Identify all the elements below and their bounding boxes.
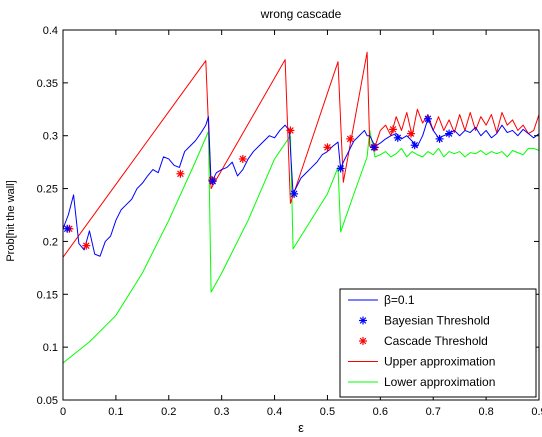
bayesian-threshold-marker	[410, 141, 419, 150]
bayesian-threshold-marker	[369, 143, 378, 152]
cascade-threshold-marker	[407, 129, 416, 138]
x-tick-label: 0.3	[214, 406, 229, 418]
y-tick-label: 0.1	[43, 342, 58, 354]
x-tick-label: 0.7	[426, 406, 441, 418]
bayesian-threshold-marker	[435, 134, 444, 143]
x-tick-label: 0.6	[373, 406, 388, 418]
y-axis-label: Prob[hit the wall]	[5, 180, 17, 261]
y-tick-label: 0.35	[37, 78, 58, 90]
chart-title: wrong cascade	[260, 7, 342, 21]
bayesian-threshold-marker	[423, 114, 432, 123]
marker-layer	[63, 114, 454, 250]
legend-swatch	[359, 337, 367, 345]
bayesian-threshold-marker	[336, 164, 345, 173]
y-tick-label: 0.05	[37, 395, 58, 407]
cascade-threshold-marker	[389, 125, 398, 134]
legend-box	[339, 288, 537, 398]
x-tick-label: 0	[60, 406, 66, 418]
x-axis-label: ε	[298, 420, 304, 435]
cascade-threshold-marker	[346, 134, 355, 143]
x-tick-label: 0.2	[161, 406, 176, 418]
plot-frame	[62, 29, 540, 401]
bayesian-threshold-marker	[393, 133, 402, 142]
legend-label: Upper approximation	[384, 355, 495, 369]
cascade-threshold-marker	[82, 241, 91, 250]
y-tick-label: 0.15	[37, 289, 58, 301]
series-line-lower-approximation	[63, 129, 539, 364]
y-axis: 0.05 0.1 0.15 0.2 0.25 0.3 0.35 0.4	[37, 25, 539, 407]
x-tick-label: 0.8	[478, 406, 493, 418]
bayesian-threshold-marker	[290, 189, 299, 198]
cascade-threshold-marker	[238, 154, 247, 163]
y-tick-label: 0.4	[43, 25, 58, 37]
y-tick-label: 0.2	[43, 236, 58, 248]
legend-label: β=0.1	[384, 293, 415, 307]
legend-label: Cascade Threshold	[384, 334, 488, 348]
x-tick-label: 0.1	[108, 406, 123, 418]
legend-swatch	[359, 316, 367, 325]
legend: β=0.1 Bayesian Threshold Cascade Threshold…	[339, 288, 537, 398]
series-line-0-1	[63, 116, 539, 257]
x-tick-label: 0.5	[320, 406, 335, 418]
x-tick-label: 0.9	[531, 406, 542, 418]
series-layer	[63, 51, 539, 364]
legend-label: Lower approximation	[384, 375, 495, 389]
bayesian-threshold-marker	[208, 177, 217, 186]
cascade-threshold-marker	[286, 126, 295, 135]
legend-label: Bayesian Threshold	[384, 314, 490, 328]
cascade-threshold-marker	[323, 143, 332, 152]
x-tick-label: 0.4	[267, 406, 282, 418]
bayesian-threshold-marker	[63, 224, 72, 233]
y-tick-label: 0.25	[37, 184, 58, 196]
bayesian-threshold-marker	[445, 129, 454, 138]
y-tick-label: 0.3	[43, 131, 58, 143]
cascade-threshold-marker	[176, 169, 185, 178]
